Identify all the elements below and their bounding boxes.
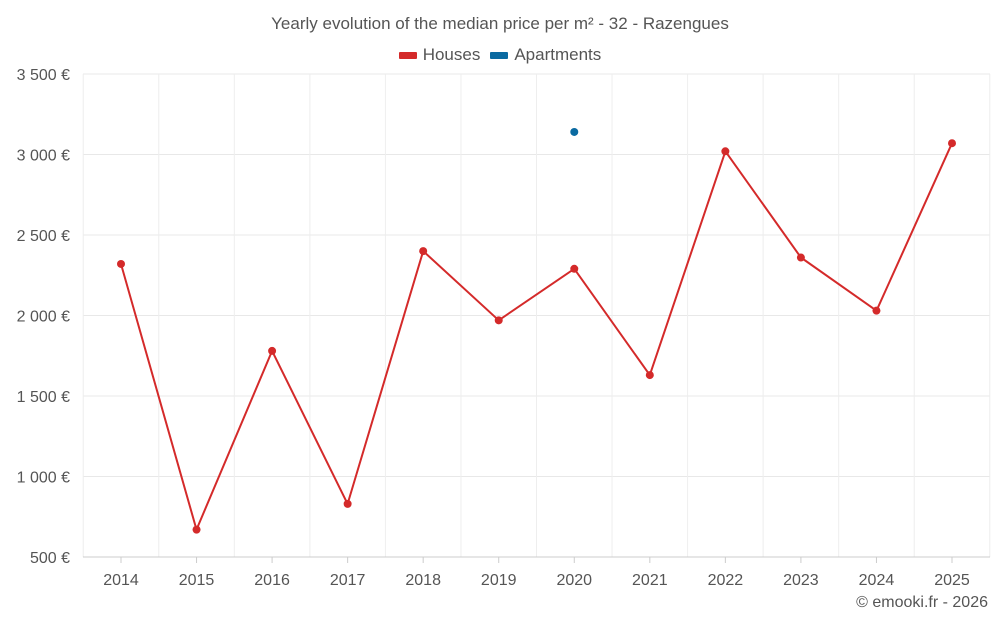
x-tick-label: 2018: [405, 572, 441, 589]
data-point-houses: [721, 147, 730, 156]
data-point-houses: [268, 346, 277, 355]
legend-item-houses[interactable]: Houses: [398, 45, 481, 65]
data-point-houses: [872, 306, 881, 315]
y-tick-label: 2 000 €: [17, 309, 70, 326]
data-point-houses: [570, 264, 579, 273]
x-tick-label: 2019: [481, 572, 517, 589]
chart-title: Yearly evolution of the median price per…: [271, 14, 729, 33]
x-tick-label: 2023: [783, 572, 819, 589]
data-point-houses: [645, 371, 654, 380]
data-point-houses: [948, 139, 956, 148]
data-point-houses: [192, 525, 201, 534]
grid-lines: [82, 73, 991, 558]
x-tick-label: 2020: [556, 572, 592, 589]
x-tick-label: 2022: [708, 572, 744, 589]
data-point-houses: [419, 247, 428, 256]
series-line-houses: [120, 142, 953, 531]
data-point-houses: [117, 259, 125, 268]
data-point-houses: [796, 253, 805, 262]
data-point-houses: [494, 316, 503, 325]
legend-label-apartments: Apartments: [514, 45, 602, 64]
credit: © emooki.fr - 2026: [856, 594, 988, 611]
y-axis: 500 € 1 000 € 1 500 € 2 000 € 2 500 € 3 000 €…: [17, 67, 70, 567]
x-axis: 2014 2015 2016 2017 2018 2019 2020 2021 2022 2023…: [83, 556, 990, 589]
y-tick-label: 500 €: [30, 550, 70, 567]
legend-swatch-houses: [398, 51, 417, 59]
x-tick-label: 2015: [179, 572, 215, 589]
series-layer: [117, 127, 956, 534]
data-point-houses: [343, 499, 352, 508]
legend-swatch-apartments: [490, 51, 509, 59]
x-tick-label: 2017: [330, 572, 366, 589]
y-tick-label: 1 500 €: [17, 389, 70, 406]
y-tick-label: 2 500 €: [17, 228, 70, 245]
x-tick-label: 2024: [859, 572, 895, 589]
y-tick-label: 1 000 €: [17, 470, 70, 487]
legend-item-apartments[interactable]: Apartments: [490, 45, 601, 65]
data-point-apartments: [570, 127, 579, 136]
x-tick-label: 2014: [103, 572, 139, 589]
x-tick-label: 2021: [632, 572, 668, 589]
legend: Houses Apartments: [0, 45, 1000, 65]
y-tick-label: 3 500 €: [17, 67, 70, 84]
x-tick-label: 2025: [934, 572, 970, 589]
y-tick-label: 3 000 €: [17, 148, 70, 165]
legend-label-houses: Houses: [422, 45, 481, 64]
x-tick-label: 2016: [254, 572, 290, 589]
